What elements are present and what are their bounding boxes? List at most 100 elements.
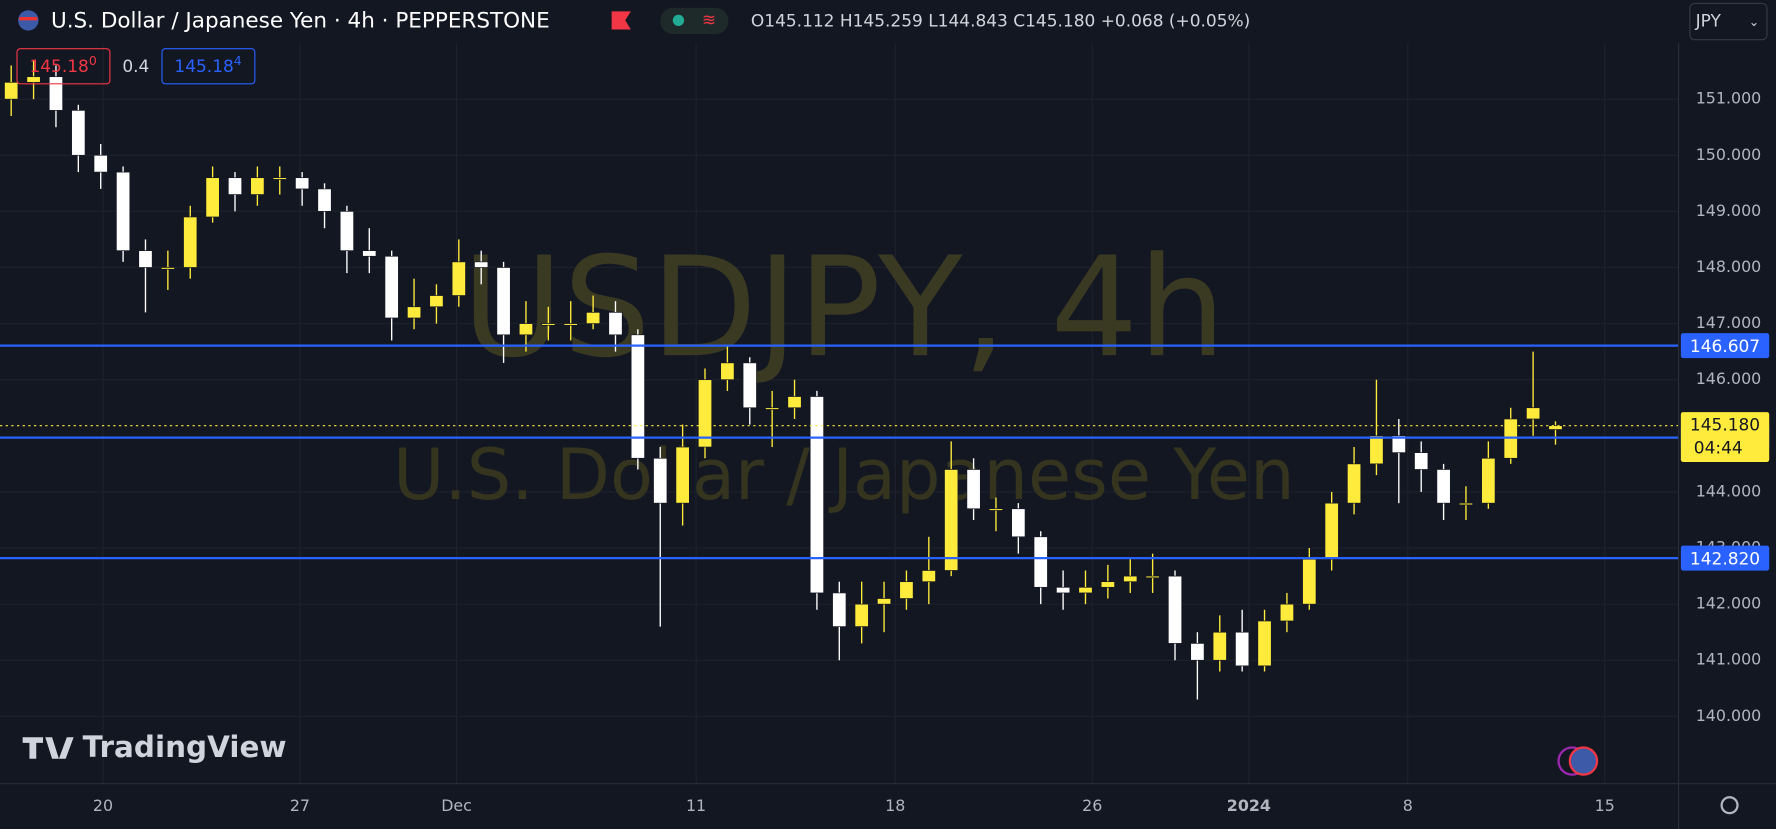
candle-body bbox=[966, 469, 981, 510]
y-tick-label: 141.000 bbox=[1696, 650, 1762, 669]
candle-body bbox=[1056, 586, 1071, 594]
x-tick-label: 11 bbox=[686, 796, 706, 815]
market-open-dot bbox=[672, 14, 685, 27]
candle-body bbox=[1190, 643, 1205, 661]
candle-body bbox=[138, 250, 153, 268]
ask-price[interactable]: 145.184 bbox=[174, 53, 241, 77]
candle-body bbox=[160, 267, 175, 270]
candle-body bbox=[205, 177, 220, 218]
y-tick-label: 147.000 bbox=[1696, 313, 1762, 332]
candle-body bbox=[451, 261, 466, 296]
watermark-name: U.S. Dollar / Japanese Yen bbox=[393, 434, 1295, 516]
logo-mark bbox=[22, 737, 74, 759]
settings-icon[interactable] bbox=[1720, 796, 1739, 815]
symbol-title[interactable]: U.S. Dollar / Japanese Yen · 4h · PEPPER… bbox=[51, 9, 550, 34]
status-pill[interactable] bbox=[660, 7, 729, 34]
level-label-box bbox=[1680, 545, 1770, 571]
y-tick-label: 146.000 bbox=[1696, 369, 1762, 388]
candle-body bbox=[899, 581, 914, 599]
level-label-box bbox=[1680, 333, 1770, 359]
candle-body bbox=[250, 177, 265, 195]
candle-body bbox=[1324, 502, 1339, 560]
candle-body bbox=[1279, 603, 1294, 622]
bid-value: 145.18 bbox=[29, 57, 88, 77]
ask-value: 145.18 bbox=[174, 57, 233, 77]
currency-button[interactable] bbox=[1689, 2, 1768, 41]
candle-body bbox=[1302, 558, 1317, 605]
candle-body bbox=[272, 177, 287, 180]
candle-body bbox=[1369, 435, 1384, 465]
candle-body bbox=[697, 379, 713, 448]
candle-body bbox=[496, 267, 511, 336]
candle-body bbox=[1526, 407, 1541, 420]
flag-marker[interactable] bbox=[611, 11, 631, 30]
candle-body bbox=[26, 76, 41, 83]
y-tick-label: 149.000 bbox=[1696, 201, 1762, 220]
candle-body bbox=[1436, 469, 1451, 504]
x-tick-label: 26 bbox=[1082, 796, 1102, 815]
candle-body bbox=[1011, 508, 1026, 538]
candle-body bbox=[93, 154, 108, 173]
candle-body bbox=[518, 323, 534, 336]
candle-body bbox=[877, 598, 892, 605]
data-icon: ≋ bbox=[702, 10, 716, 30]
candle-body bbox=[1145, 575, 1160, 579]
candle-body bbox=[675, 446, 690, 504]
candle-body bbox=[921, 570, 936, 583]
ask-sup: 4 bbox=[234, 53, 242, 68]
last-price-box bbox=[1680, 412, 1770, 462]
candle-body bbox=[406, 306, 422, 319]
candle-body bbox=[474, 261, 489, 268]
candle-body bbox=[944, 469, 959, 571]
candle-body bbox=[1347, 463, 1362, 504]
candle-body bbox=[1123, 575, 1138, 583]
candle-body bbox=[832, 592, 847, 627]
y-tick-label: 144.000 bbox=[1696, 481, 1762, 500]
candle-body bbox=[563, 323, 578, 326]
candle-body bbox=[608, 312, 623, 336]
candle-body bbox=[362, 250, 377, 257]
candle-body bbox=[586, 312, 601, 324]
x-tick-label: 18 bbox=[885, 796, 905, 815]
spread: 0.4 bbox=[122, 57, 149, 77]
candle-body bbox=[1235, 631, 1250, 667]
candle-body bbox=[227, 177, 243, 195]
y-tick-label: 148.000 bbox=[1696, 257, 1762, 276]
candle-body bbox=[429, 295, 444, 308]
ask-box[interactable] bbox=[161, 48, 256, 85]
ohlc-change: +0.068 (+0.05%) bbox=[1101, 12, 1251, 32]
x-tick-label: 20 bbox=[93, 796, 113, 815]
currency-label[interactable]: JPY bbox=[1695, 12, 1722, 32]
candle-body bbox=[1212, 631, 1227, 661]
flag-stripe bbox=[19, 16, 38, 21]
ohlc-high: H145.259 bbox=[840, 12, 923, 32]
candle-body bbox=[1414, 452, 1429, 470]
bid-sup: 0 bbox=[89, 53, 97, 68]
y-tick-label: 150.000 bbox=[1696, 145, 1762, 164]
candle-body bbox=[988, 508, 1004, 511]
ohlc-legend: O145.112 H145.259 L144.843 C145.180 +0.0… bbox=[751, 12, 1250, 32]
event-flag[interactable] bbox=[1568, 746, 1599, 776]
candle-body bbox=[1458, 502, 1474, 506]
candle-body bbox=[541, 323, 556, 326]
candle-body bbox=[1033, 536, 1048, 588]
bid-box[interactable] bbox=[16, 48, 111, 85]
logo-text[interactable]: TradingView bbox=[83, 730, 287, 764]
candle-body bbox=[742, 362, 757, 409]
x-tick-label: 15 bbox=[1595, 796, 1615, 815]
x-tick-label: 2024 bbox=[1227, 796, 1271, 815]
candle-body bbox=[4, 81, 19, 100]
bid-price[interactable]: 145.180 bbox=[29, 53, 96, 77]
countdown-label: 04:44 bbox=[1694, 438, 1743, 458]
ohlc-low: L144.843 bbox=[928, 12, 1008, 32]
candle-body bbox=[1167, 575, 1183, 644]
ohlc-close: C145.180 bbox=[1013, 12, 1095, 32]
x-tick-label: Dec bbox=[441, 796, 472, 815]
x-tick-label: 8 bbox=[1403, 796, 1413, 815]
candle-body bbox=[765, 407, 780, 410]
candle-body bbox=[630, 334, 645, 459]
candle-body bbox=[48, 76, 64, 111]
last-price-label: 145.180 bbox=[1690, 416, 1760, 436]
